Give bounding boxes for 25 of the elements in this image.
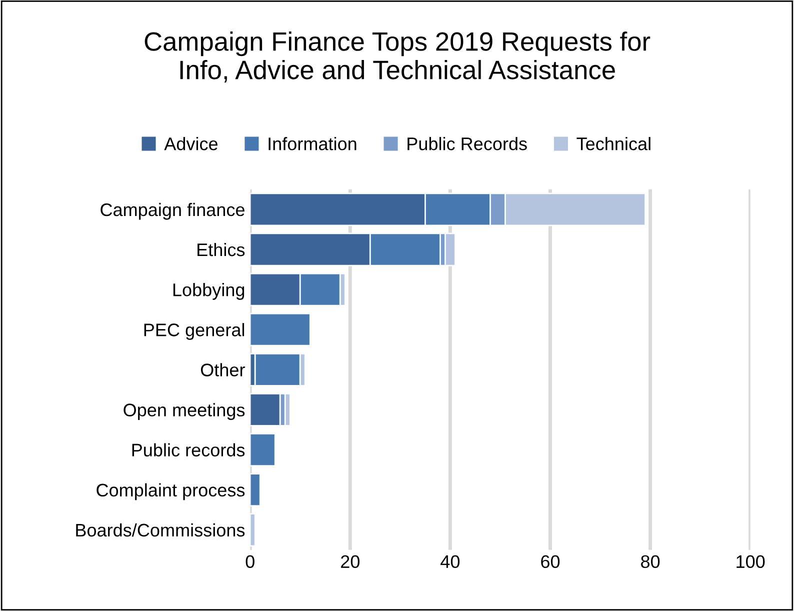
y-tick-label: Boards/Commissions <box>76 523 245 537</box>
legend-label: Advice <box>164 137 218 150</box>
bar <box>250 433 276 466</box>
y-tick-label: Public records <box>132 443 245 456</box>
x-tick-label: 20 <box>341 555 360 568</box>
bar <box>250 513 256 547</box>
y-tick-label: Other <box>200 363 245 376</box>
legend-label: Technical <box>576 137 650 150</box>
bar <box>250 473 261 507</box>
y-tick-label: Ethics <box>198 242 245 256</box>
y-tick-label: Lobbying <box>173 283 244 300</box>
x-tick-label: 60 <box>541 555 560 568</box>
y-tick-label: PEC general <box>144 323 244 340</box>
x-tick-label: 40 <box>440 555 460 568</box>
x-tick-label: 100 <box>736 555 765 568</box>
x-tick-label: 0 <box>246 555 254 568</box>
x-tick-label: 80 <box>641 555 660 568</box>
y-tick-label: Open meetings <box>124 403 245 420</box>
legend-label: Public Records <box>408 137 527 150</box>
y-tick-label: Campaign finance <box>100 202 244 220</box>
bar <box>250 392 281 426</box>
y-tick-label: Complaint process <box>96 483 245 500</box>
chart-title: Campaign Finance Tops 2019 Requests for Info, Advice and Technical Assistance <box>144 32 650 82</box>
bar <box>250 312 311 346</box>
legend-label: Information <box>268 137 356 150</box>
